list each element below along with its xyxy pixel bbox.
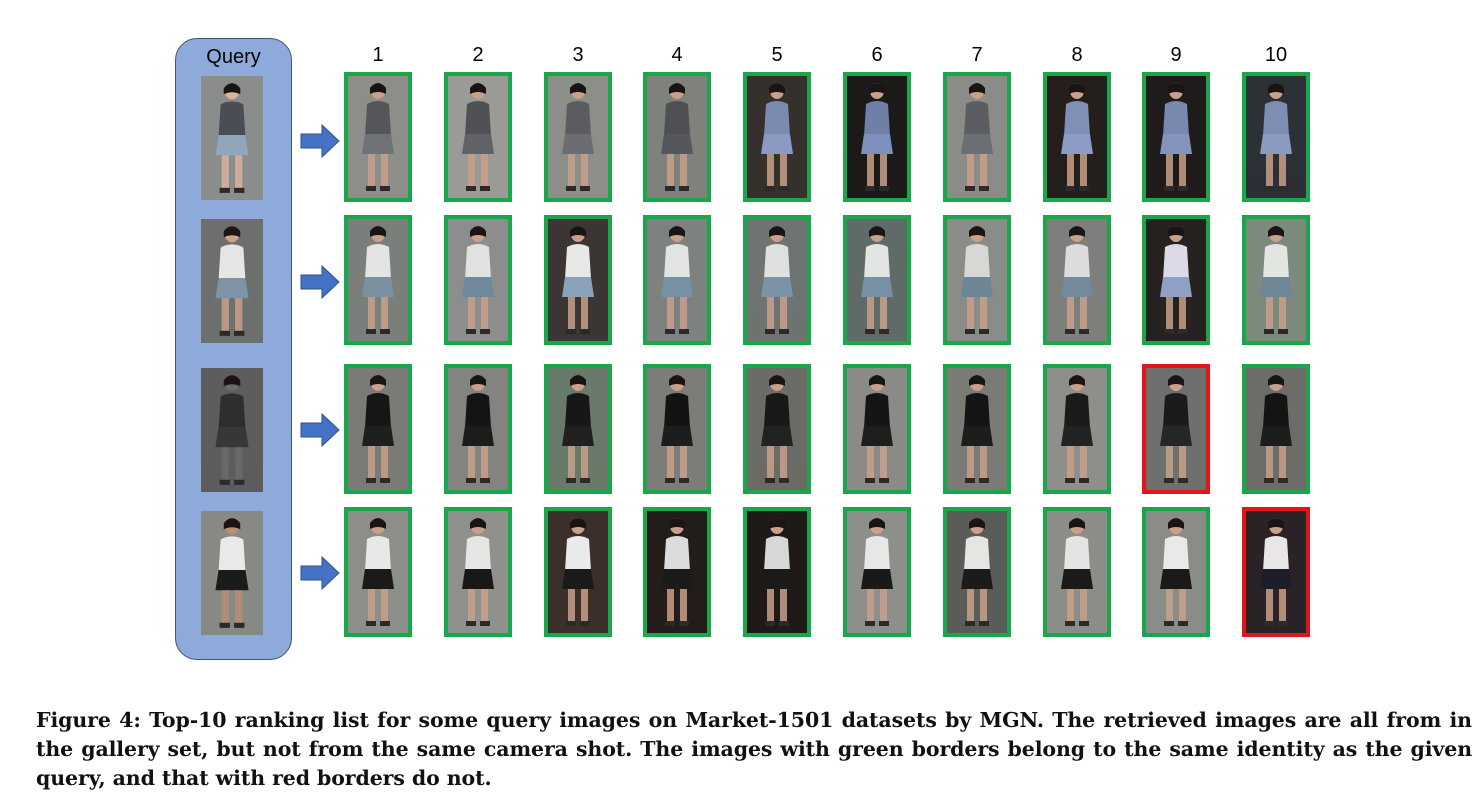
result-image-row2-rank5 bbox=[743, 215, 811, 345]
result-image-row2-rank9 bbox=[1142, 215, 1210, 345]
result-image-row2-rank7 bbox=[943, 215, 1011, 345]
result-image-row3-rank2 bbox=[444, 364, 512, 494]
rank-label-4: 4 bbox=[671, 44, 683, 66]
rank-label-1: 1 bbox=[372, 44, 384, 66]
result-image-row2-rank4 bbox=[643, 215, 711, 345]
result-image-row1-rank6 bbox=[843, 72, 911, 202]
result-image-row1-rank3 bbox=[544, 72, 612, 202]
result-image-row3-rank5 bbox=[743, 364, 811, 494]
arrow-right-icon bbox=[300, 123, 340, 159]
result-image-row3-rank3 bbox=[544, 364, 612, 494]
result-image-row4-rank7 bbox=[943, 507, 1011, 637]
rank-label-6: 6 bbox=[871, 44, 883, 66]
result-image-row1-rank5 bbox=[743, 72, 811, 202]
result-image-row3-rank1 bbox=[344, 364, 412, 494]
query-label: Query bbox=[206, 46, 261, 68]
result-image-row4-rank5 bbox=[743, 507, 811, 637]
rank-label-10: 10 bbox=[1264, 44, 1288, 66]
query-image-2 bbox=[201, 219, 263, 343]
result-image-row2-rank10 bbox=[1242, 215, 1310, 345]
result-image-row4-rank2 bbox=[444, 507, 512, 637]
query-image-3 bbox=[201, 368, 263, 492]
result-image-row1-rank9 bbox=[1142, 72, 1210, 202]
rank-label-2: 2 bbox=[472, 44, 484, 66]
query-image-1 bbox=[201, 76, 263, 200]
result-image-row4-rank8 bbox=[1043, 507, 1111, 637]
result-image-row3-rank4 bbox=[643, 364, 711, 494]
result-image-row1-rank2 bbox=[444, 72, 512, 202]
result-image-row4-rank3 bbox=[544, 507, 612, 637]
result-image-row1-rank7 bbox=[943, 72, 1011, 202]
result-image-row1-rank10 bbox=[1242, 72, 1310, 202]
result-image-row4-rank10 bbox=[1242, 507, 1310, 637]
result-image-row2-rank3 bbox=[544, 215, 612, 345]
result-image-row4-rank1 bbox=[344, 507, 412, 637]
result-image-row3-rank7 bbox=[943, 364, 1011, 494]
result-image-row2-rank8 bbox=[1043, 215, 1111, 345]
arrow-right-icon bbox=[300, 555, 340, 591]
result-image-row2-rank1 bbox=[344, 215, 412, 345]
result-image-row3-rank10 bbox=[1242, 364, 1310, 494]
arrow-right-icon bbox=[300, 412, 340, 448]
arrow-right-icon bbox=[300, 264, 340, 300]
result-image-row1-rank8 bbox=[1043, 72, 1111, 202]
rank-label-8: 8 bbox=[1071, 44, 1083, 66]
result-image-row4-rank6 bbox=[843, 507, 911, 637]
rank-label-5: 5 bbox=[771, 44, 783, 66]
result-image-row1-rank4 bbox=[643, 72, 711, 202]
figure-caption: Figure 4: Top-10 ranking list for some q… bbox=[36, 708, 1472, 790]
result-image-row3-rank6 bbox=[843, 364, 911, 494]
rank-label-9: 9 bbox=[1170, 44, 1182, 66]
result-image-row2-rank6 bbox=[843, 215, 911, 345]
query-image-4 bbox=[201, 511, 263, 635]
result-image-row4-rank4 bbox=[643, 507, 711, 637]
result-image-row2-rank2 bbox=[444, 215, 512, 345]
result-image-row3-rank9 bbox=[1142, 364, 1210, 494]
rank-label-7: 7 bbox=[971, 44, 983, 66]
result-image-row1-rank1 bbox=[344, 72, 412, 202]
result-image-row3-rank8 bbox=[1043, 364, 1111, 494]
rank-label-3: 3 bbox=[572, 44, 584, 66]
result-image-row4-rank9 bbox=[1142, 507, 1210, 637]
